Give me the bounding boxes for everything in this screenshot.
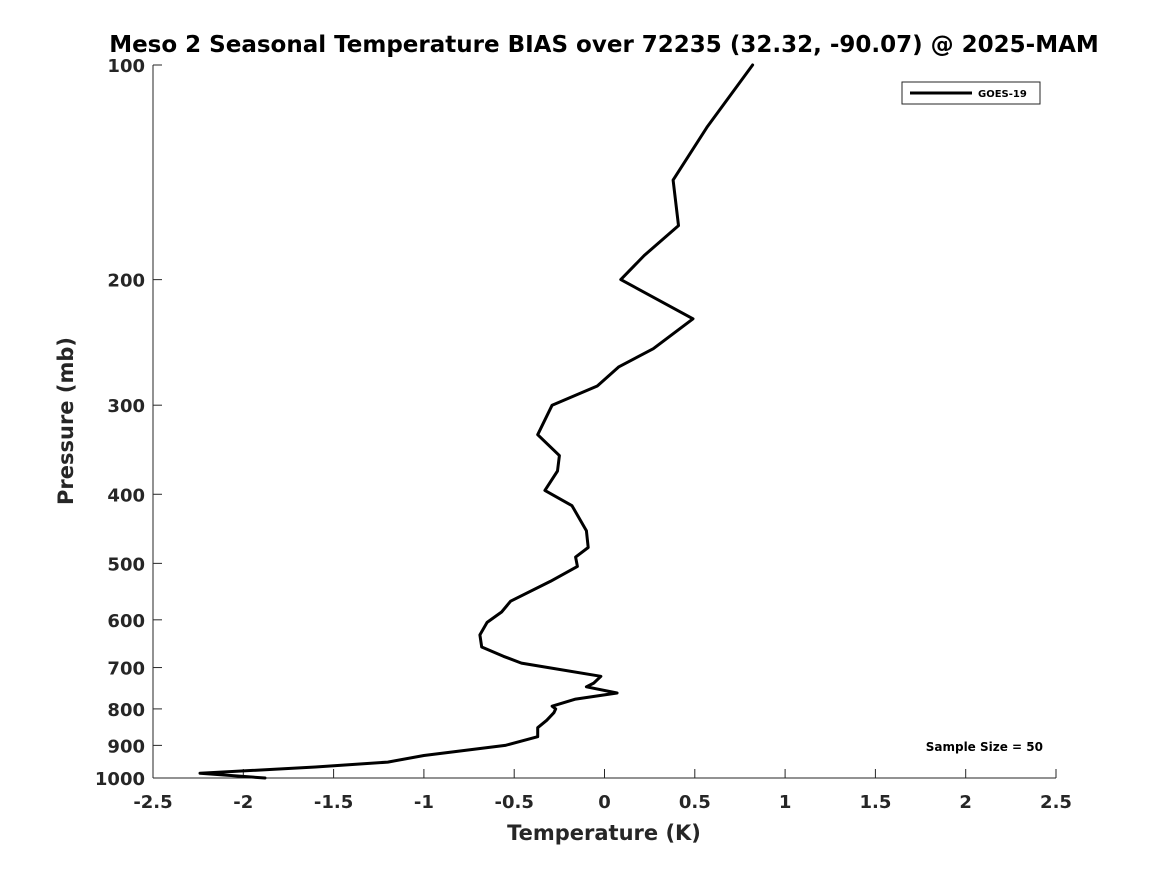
sample-size-annotation: Sample Size = 50 <box>926 740 1043 754</box>
x-tick-label: -1 <box>414 792 434 813</box>
y-tick-label: 100 <box>107 56 145 77</box>
y-tick-label: 400 <box>107 485 145 506</box>
y-axis-ticks: 100 200 300 400 500 600 700 800 900 1000 <box>95 56 162 790</box>
series-line-goes-19 <box>198 63 755 780</box>
x-tick-label: 1.5 <box>859 792 891 813</box>
y-tick-label: 300 <box>107 396 145 417</box>
x-tick-label: 2.5 <box>1040 792 1072 813</box>
x-tick-label: -2 <box>233 792 253 813</box>
plot-area <box>153 65 1056 778</box>
chart-title: Meso 2 Seasonal Temperature BIAS over 72… <box>109 32 1099 58</box>
y-tick-label: 700 <box>107 659 145 680</box>
y-tick-label: 200 <box>107 271 145 292</box>
y-tick-label: 600 <box>107 611 145 632</box>
x-axis-label: Temperature (K) <box>507 821 701 845</box>
legend-label-goes-19: GOES-19 <box>978 89 1027 100</box>
x-tick-label: 0.5 <box>679 792 711 813</box>
x-axis-ticks: -2.5 -2 -1.5 -1 -0.5 0 0.5 1 1.5 2 2.5 <box>133 769 1072 813</box>
x-tick-label: 2 <box>959 792 972 813</box>
y-tick-label: 500 <box>107 554 145 575</box>
y-axis-label: Pressure (mb) <box>54 337 78 505</box>
y-tick-label: 800 <box>107 700 145 721</box>
x-tick-label: 0 <box>598 792 611 813</box>
y-tick-label: 1000 <box>95 769 145 790</box>
x-tick-label: -0.5 <box>495 792 534 813</box>
y-tick-label: 900 <box>107 736 145 757</box>
x-tick-label: -2.5 <box>133 792 172 813</box>
legend: GOES-19 <box>901 81 1041 105</box>
x-tick-label: -1.5 <box>314 792 353 813</box>
x-tick-label: 1 <box>779 792 792 813</box>
series-group <box>198 63 755 780</box>
